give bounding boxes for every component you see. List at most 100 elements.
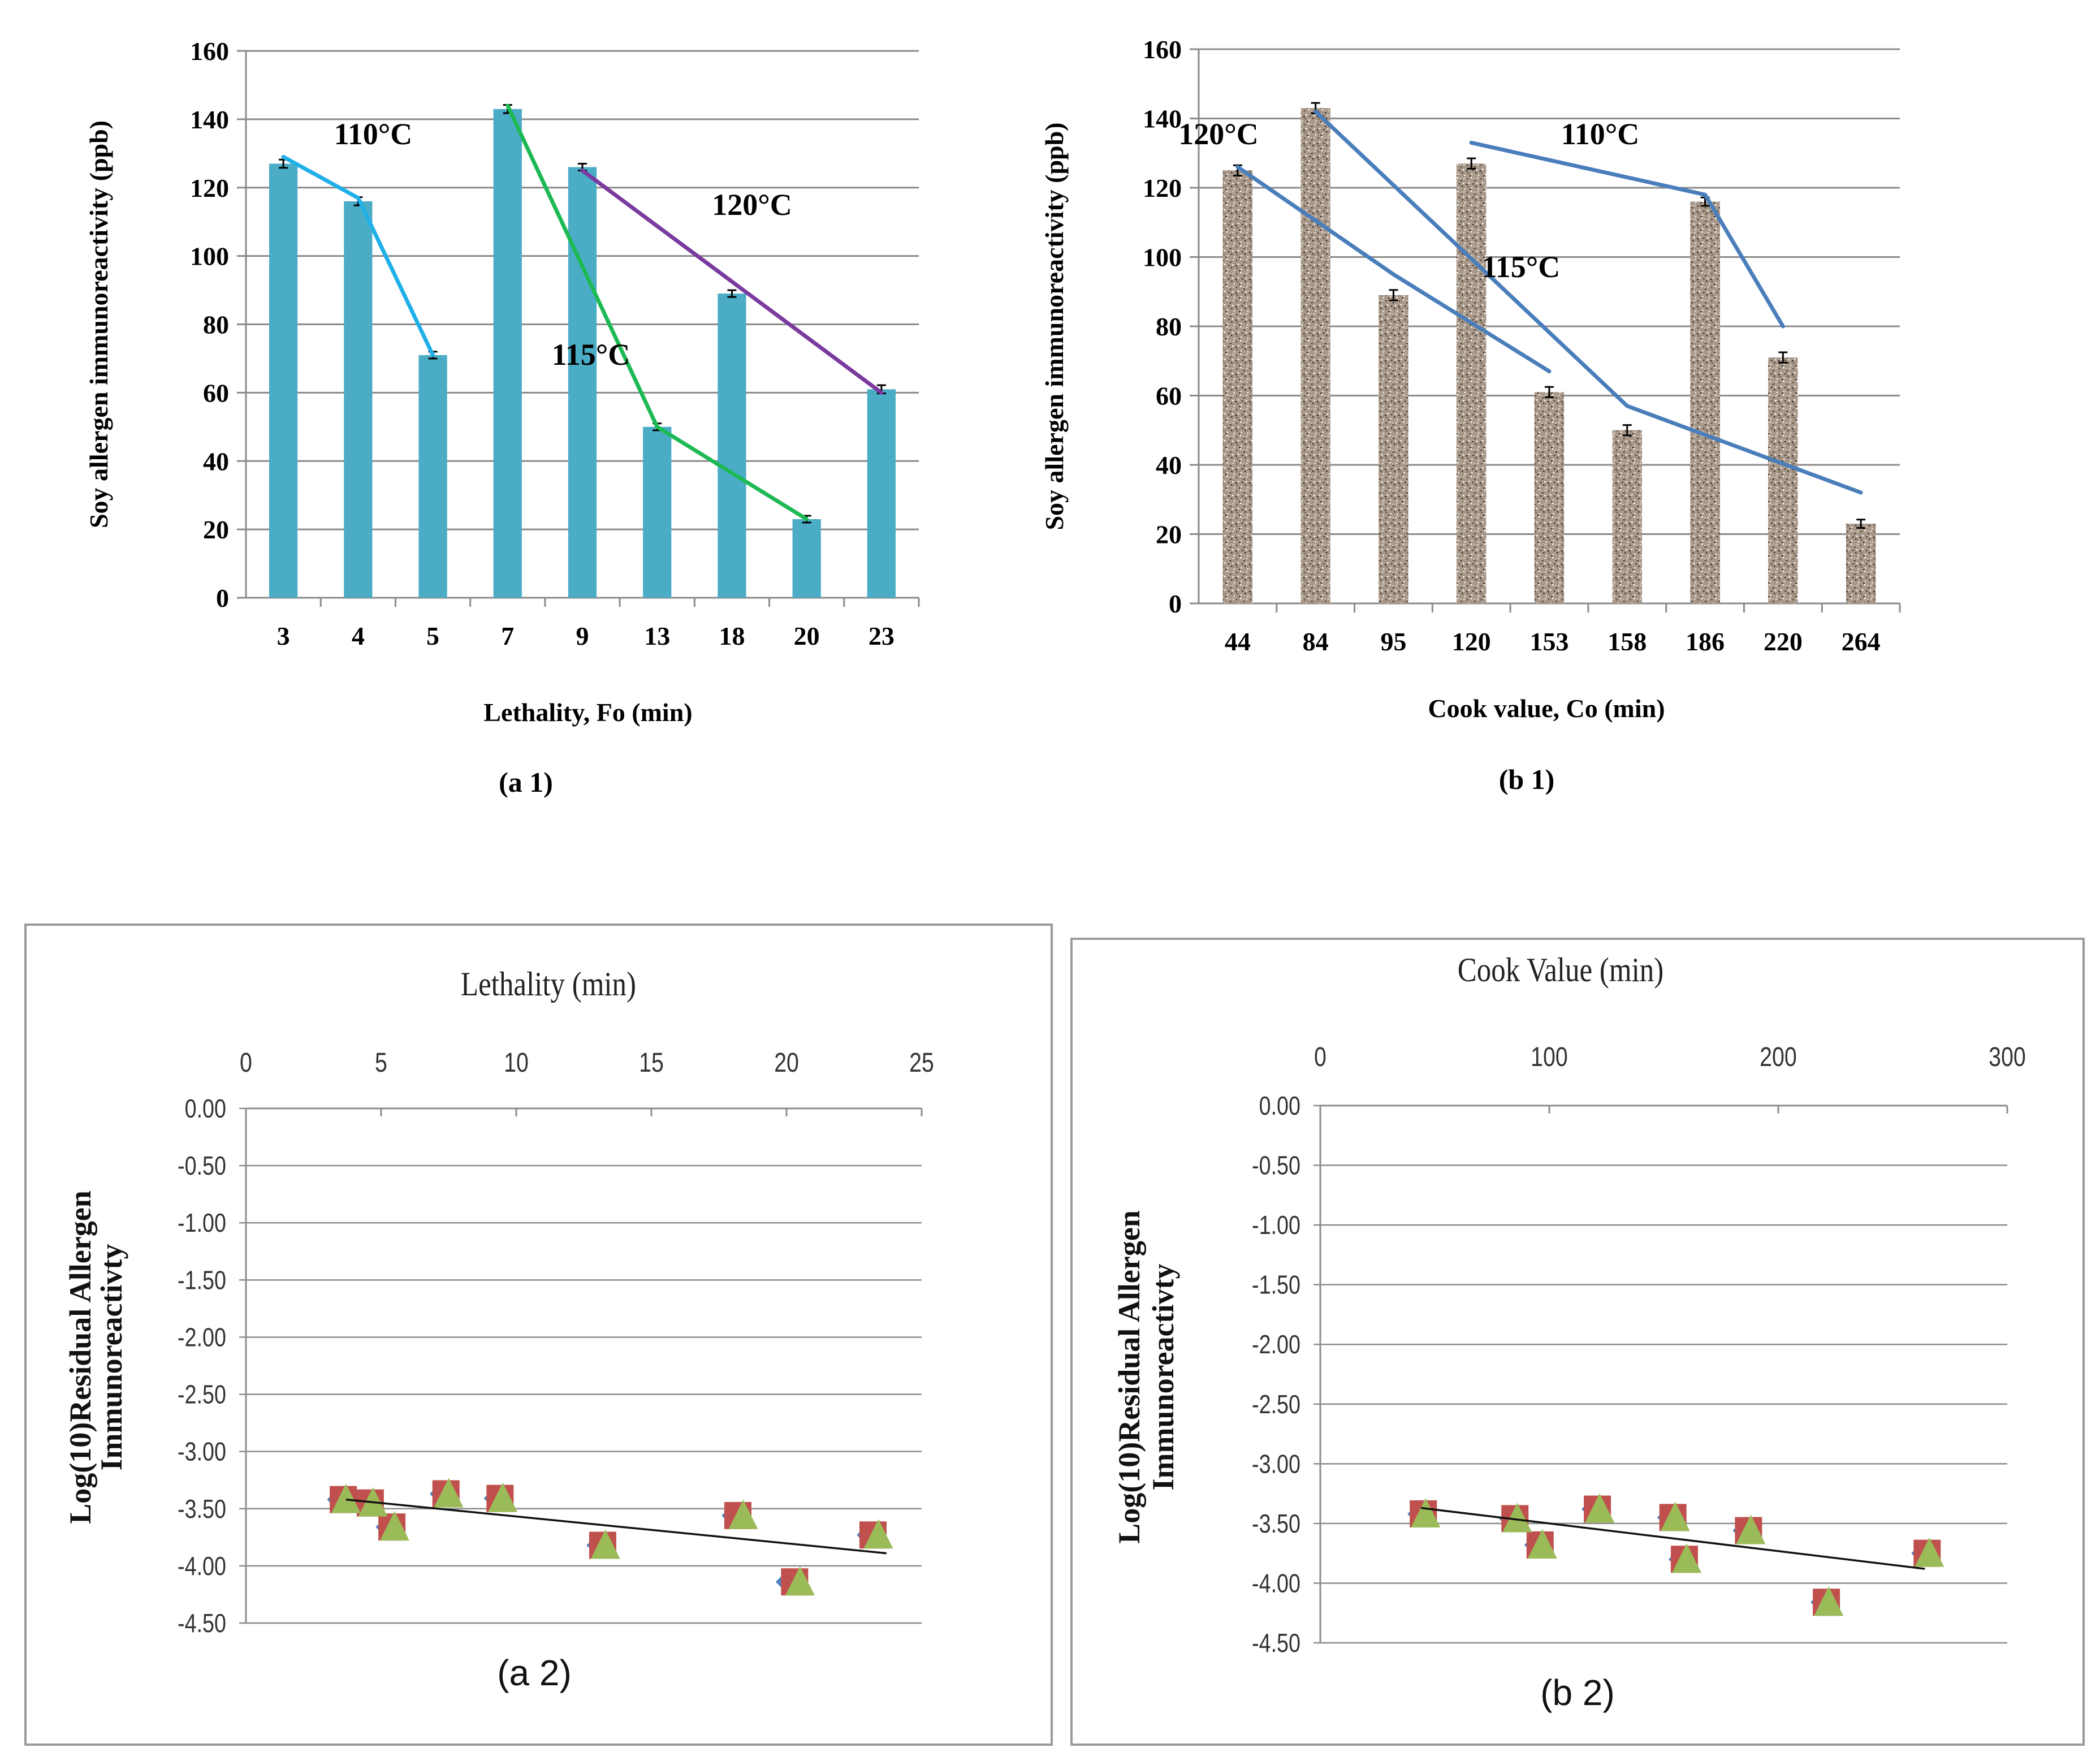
y-tick-label: 0.00 — [185, 1094, 226, 1123]
marker-triangle — [1915, 1537, 1945, 1567]
x-tick-label: 95 — [1380, 627, 1406, 656]
marker-triangle — [1527, 1529, 1557, 1559]
y-axis-label-line2: Immunoreactivty — [1146, 1264, 1180, 1491]
y-tick-label: -4.50 — [1252, 1628, 1300, 1657]
marker-triangle — [331, 1483, 361, 1513]
y-tick-label: 80 — [1156, 312, 1182, 341]
y-axis-label-line1: Log(10)Residual Allergen — [1112, 1210, 1146, 1544]
x-tick-label: 158 — [1608, 627, 1647, 656]
y-tick-label: 60 — [203, 378, 229, 407]
bar-220 — [1768, 357, 1798, 603]
bar-7 — [493, 109, 522, 598]
x-tick-label: 15 — [639, 1047, 664, 1078]
trend-line — [1420, 1507, 1925, 1570]
x-tick-label: 300 — [1989, 1042, 2026, 1072]
y-tick-label: -4.00 — [1252, 1569, 1300, 1598]
y-tick-label: -1.00 — [1252, 1211, 1300, 1240]
y-tick-label: 40 — [203, 447, 229, 476]
temperature-annotation: 110°C — [334, 117, 413, 151]
y-tick-label: 120 — [190, 174, 229, 202]
temperature-annotation: 115°C — [1482, 250, 1561, 284]
x-tick-label: 264 — [1842, 627, 1881, 656]
x-tick-label: 4 — [352, 622, 365, 650]
x-axis-label: Lethality (min) — [461, 965, 636, 1003]
y-tick-label: -3.00 — [178, 1437, 226, 1466]
temperature-annotation: 115°C — [552, 338, 630, 372]
trend-line-110°C — [281, 154, 435, 357]
bar-13 — [643, 426, 672, 598]
marker-triangle — [590, 1529, 620, 1559]
y-tick-label: 0 — [216, 584, 229, 612]
x-tick-label: 44 — [1225, 627, 1251, 656]
y-tick-label: 40 — [1156, 451, 1182, 480]
temperature-annotation: 110°C — [1561, 117, 1640, 151]
y-tick-label: 140 — [190, 105, 229, 134]
bar-153 — [1534, 392, 1565, 603]
y-tick-label: 140 — [1143, 105, 1182, 133]
x-tick-label: 23 — [868, 622, 895, 650]
x-tick-label: 7 — [501, 622, 514, 650]
y-tick-label: 100 — [1143, 243, 1182, 272]
bar-264 — [1846, 524, 1876, 603]
bar-186 — [1690, 201, 1720, 603]
x-tick-label: 0 — [1314, 1042, 1326, 1072]
y-tick-label: 120 — [1143, 174, 1182, 202]
y-tick-label: 20 — [1156, 520, 1182, 549]
marker-triangle — [488, 1482, 518, 1512]
marker-triangle — [379, 1511, 409, 1541]
x-tick-label: 0 — [240, 1047, 252, 1078]
marker-triangle — [1585, 1493, 1615, 1523]
y-axis-label-line1: Log(10)Residual Allergen — [63, 1190, 97, 1524]
x-tick-label: 18 — [719, 622, 745, 650]
y-tick-label: -3.00 — [1252, 1449, 1300, 1478]
marker-triangle — [1672, 1543, 1701, 1573]
bar-44 — [1222, 170, 1253, 603]
y-axis-label-line2: Immunoreactivty — [94, 1244, 128, 1471]
y-tick-label: 60 — [1156, 382, 1182, 411]
x-axis-label: Cook value, Co (min) — [1428, 694, 1665, 723]
bar-4 — [344, 201, 373, 598]
x-tick-label: 186 — [1686, 627, 1725, 656]
x-tick-label: 25 — [909, 1047, 934, 1078]
x-tick-label: 3 — [277, 622, 290, 650]
y-tick-label: 20 — [203, 515, 229, 544]
x-tick-label: 220 — [1764, 627, 1803, 656]
marker-triangle — [1736, 1514, 1766, 1544]
trend-line-110°C — [1469, 140, 1785, 329]
x-tick-label: 200 — [1760, 1042, 1797, 1072]
bar-18 — [718, 294, 746, 598]
x-tick-label: 20 — [774, 1047, 799, 1078]
marker-triangle — [1814, 1586, 1844, 1616]
marker-triangle — [434, 1478, 464, 1508]
bar-3 — [269, 163, 298, 598]
y-tick-label: -1.50 — [1252, 1270, 1300, 1299]
temperature-annotation: 120°C — [1178, 117, 1259, 151]
x-axis-label: Lethality, Fo (min) — [483, 698, 692, 727]
bar-5 — [418, 355, 447, 598]
x-tick-label: 9 — [576, 622, 589, 650]
bar-120 — [1457, 163, 1487, 603]
x-tick-label: 20 — [794, 622, 820, 650]
chart-b2: 0.00 -0.50 -1.00 -1.50 -2.00 -2.50 -3.00 -3.50 -… — [1070, 938, 2085, 1746]
y-tick-label: -3.50 — [1252, 1509, 1300, 1538]
y-tick-label: 80 — [203, 310, 229, 339]
y-tick-label: 100 — [190, 242, 229, 271]
chart-frame — [1070, 938, 2085, 1746]
chart-b1: 0 20 40 60 80 100 120 140 160 44 84 95 120 153 158 186 2… — [1040, 35, 1901, 795]
y-axis-label: Soy allergen immunoreactivity (ppb) — [1040, 122, 1069, 530]
y-axis-label: Soy allergen immunoreactivity (ppb) — [84, 120, 113, 528]
x-tick-label: 13 — [644, 622, 670, 650]
x-tick-label: 153 — [1530, 627, 1569, 656]
bar-158 — [1612, 430, 1642, 603]
x-tick-label: 5 — [426, 622, 439, 650]
x-tick-label: 120 — [1452, 627, 1491, 656]
x-tick-label: 5 — [375, 1047, 387, 1078]
trend-line-115°C — [1313, 109, 1863, 495]
x-tick-label: 100 — [1531, 1042, 1568, 1072]
marker-triangle — [1411, 1498, 1441, 1527]
y-tick-label: -3.50 — [178, 1494, 226, 1523]
y-tick-label: 160 — [1143, 35, 1182, 64]
bar-23 — [867, 389, 896, 598]
marker-triangle — [1502, 1503, 1532, 1533]
